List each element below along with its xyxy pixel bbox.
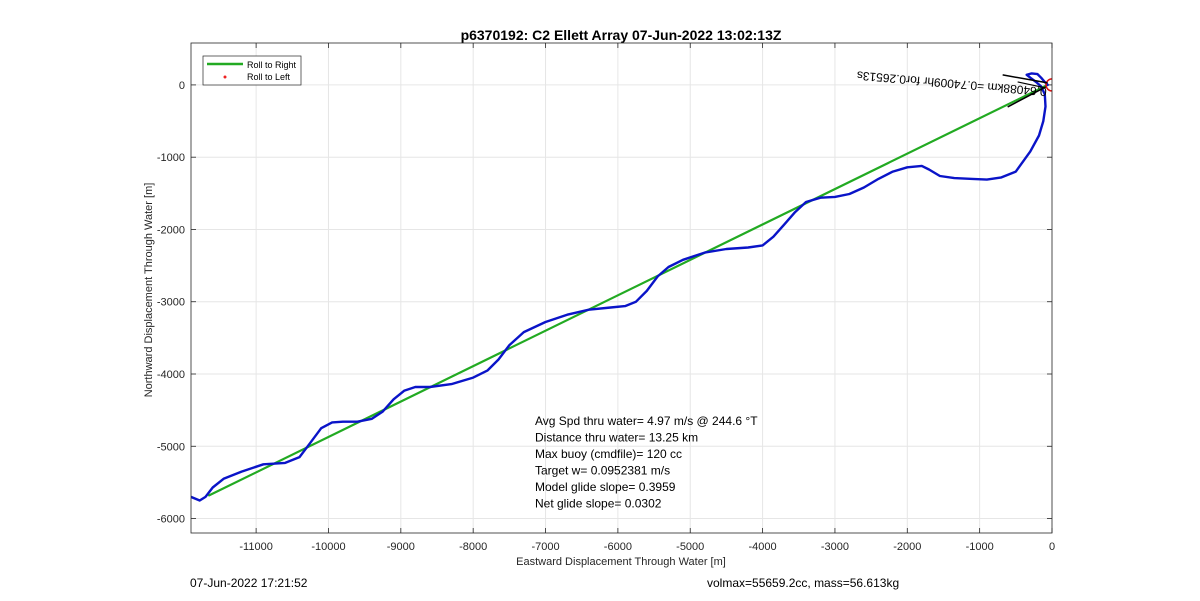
stat-line: Distance thru water= 13.25 km [535, 431, 698, 445]
x-tick-label: -6000 [604, 541, 632, 553]
y-tick-label: -6000 [157, 514, 185, 526]
stats-box: Avg Spd thru water= 4.97 m/s @ 244.6 °T D… [535, 414, 758, 511]
y-tick-label: 0 [179, 80, 185, 92]
x-tick-label: -5000 [676, 541, 704, 553]
x-tick-label: -3000 [821, 541, 849, 553]
legend-label-roll-right: Roll to Right [247, 60, 297, 70]
start-marker [1045, 78, 1052, 92]
y-axis-label: Northward Displacement Through Water [m] [143, 183, 155, 398]
stat-line: Target w= 0.0952381 m/s [535, 464, 670, 478]
x-tick-label: -2000 [893, 541, 921, 553]
series-group [191, 72, 1052, 502]
legend: Roll to Right Roll to Left [202, 55, 302, 86]
series-line-0 [208, 83, 1049, 497]
y-tick-label: -5000 [157, 441, 185, 453]
x-tick-label: -8000 [459, 541, 487, 553]
y-tick-label: -1000 [157, 152, 185, 164]
annotations: 0.64088km =0.74009hr for0.26513s [856, 68, 1048, 108]
y-tick-label: -3000 [157, 297, 185, 309]
legend-swatch-roll-left [223, 75, 227, 79]
x-tick-label: 0 [1049, 541, 1055, 553]
legend-box [202, 55, 302, 86]
x-tick-label: -11000 [239, 541, 272, 553]
series-line-1 [191, 72, 1049, 502]
stat-line: Model glide slope= 0.3959 [535, 480, 676, 494]
heading-line-2 [1007, 86, 1047, 108]
y-tick-label: -4000 [157, 369, 185, 381]
x-axis-label: Eastward Displacement Through Water [m] [516, 556, 726, 568]
legend-label-roll-left: Roll to Left [247, 72, 291, 82]
x-tick-label: -4000 [749, 541, 777, 553]
axes-frame [190, 42, 1053, 534]
x-tick-label: -1000 [966, 541, 994, 553]
heading-line-3 [1017, 81, 1046, 89]
footer-timestamp: 07-Jun-2022 17:21:52 [190, 576, 308, 590]
chart-title: p6370192: C2 Ellett Array 07-Jun-2022 13… [461, 27, 782, 43]
stat-line: Avg Spd thru water= 4.97 m/s @ 244.6 °T [535, 414, 758, 428]
x-tick-label: -7000 [531, 541, 559, 553]
stat-line: Net glide slope= 0.0302 [535, 497, 662, 511]
series [191, 72, 1052, 502]
rotated-annotation: 0.64088km =0.74009hr for0.26513s [856, 68, 1047, 99]
y-tick-label: -2000 [157, 224, 185, 236]
x-tick-label: -10000 [311, 541, 345, 553]
heading-line-1 [1002, 74, 1048, 84]
axis-ticks: -11000 -10000 -9000 -8000 -7000 -6000 -5000 -40… [157, 43, 1055, 553]
stat-line: Max buoy (cmdfile)= 120 cc [535, 447, 682, 461]
footer-volmax-mass: volmax=55659.2cc, mass=56.613kg [707, 576, 900, 590]
x-tick-label: -9000 [387, 541, 415, 553]
